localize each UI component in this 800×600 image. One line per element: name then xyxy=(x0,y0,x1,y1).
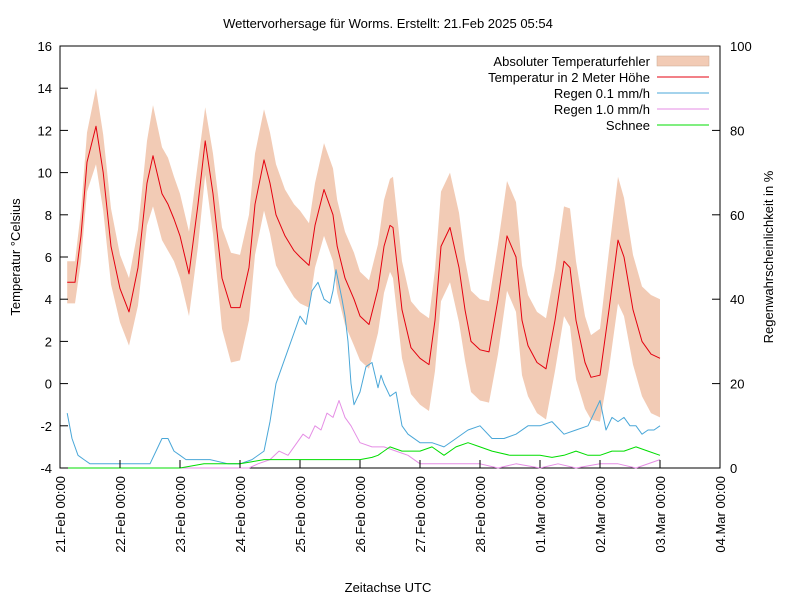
x-tick-label: 28.Feb 00:00 xyxy=(473,476,488,553)
legend-label: Regen 1.0 mm/h xyxy=(554,102,650,117)
y-left-tick-label: 10 xyxy=(38,166,52,181)
x-tick-label: 02.Mar 00:00 xyxy=(593,476,608,553)
y-left-tick-label: -2 xyxy=(40,419,52,434)
y-axis-right-label: Regenwahrscheinlichkeit in % xyxy=(761,170,776,343)
y-right-tick-label: 80 xyxy=(730,123,744,138)
y-right-tick-label: 40 xyxy=(730,292,744,307)
y-right-tick-label: 100 xyxy=(730,39,752,54)
x-tick-label: 01.Mar 00:00 xyxy=(533,476,548,553)
x-tick-label: 27.Feb 00:00 xyxy=(413,476,428,553)
temperature-line xyxy=(67,125,661,378)
x-tick-label: 22.Feb 00:00 xyxy=(113,476,128,553)
x-axis-label: Zeitachse UTC xyxy=(345,580,432,595)
chart-title: Wettervorhersage für Worms. Erstellt: 21… xyxy=(223,16,553,31)
y-left-tick-label: 4 xyxy=(45,292,52,307)
temperature-error-band xyxy=(67,88,660,422)
y-axis-left-label: Temperatur °Celsius xyxy=(8,198,23,316)
legend-label: Temperatur in 2 Meter Höhe xyxy=(488,70,650,85)
legend-label: Absoluter Temperaturfehler xyxy=(493,54,650,69)
y-left-tick-label: 16 xyxy=(38,39,52,54)
y-right-tick-label: 20 xyxy=(730,377,744,392)
x-tick-label: 21.Feb 00:00 xyxy=(53,476,68,553)
y-right-tick-label: 0 xyxy=(730,461,737,476)
x-tick-label: 24.Feb 00:00 xyxy=(233,476,248,553)
rain-10-line xyxy=(67,400,661,469)
x-tick-label: 25.Feb 00:00 xyxy=(293,476,308,553)
y-left-tick-label: 0 xyxy=(45,377,52,392)
snow-line xyxy=(67,442,661,469)
y-left-tick-label: 8 xyxy=(45,208,52,223)
x-tick-label: 03.Mar 00:00 xyxy=(653,476,668,553)
y-left-tick-label: 14 xyxy=(38,81,52,96)
y-left-tick-label: 6 xyxy=(45,250,52,265)
y-left-tick-label: -4 xyxy=(40,461,52,476)
error-band-area xyxy=(67,88,660,422)
x-tick-label: 04.Mar 00:00 xyxy=(713,476,728,553)
y-left-tick-label: 2 xyxy=(45,334,52,349)
legend-label: Schnee xyxy=(606,118,650,133)
legend-swatch xyxy=(656,55,710,67)
y-right-tick-label: 60 xyxy=(730,208,744,223)
legend-label: Regen 0.1 mm/h xyxy=(554,86,650,101)
rain-01-line xyxy=(66,269,661,465)
x-tick-label: 23.Feb 00:00 xyxy=(173,476,188,553)
x-tick-label: 26.Feb 00:00 xyxy=(353,476,368,553)
y-left-tick-label: 12 xyxy=(38,123,52,138)
